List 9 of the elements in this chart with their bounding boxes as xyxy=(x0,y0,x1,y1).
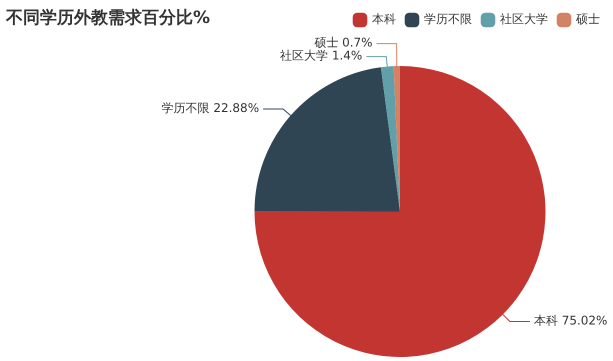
category-label: 社区大学 1.4% xyxy=(280,48,362,63)
legend-label: 本科 xyxy=(372,12,396,26)
category-label: 学历不限 22.88% xyxy=(162,101,260,116)
category-label: 本科 75.02% xyxy=(534,314,608,328)
text: 不同学历外教需求百分比% xyxy=(6,7,210,29)
legend-label: 硕士 xyxy=(575,12,600,26)
category-label: 硕士 0.7% xyxy=(314,36,373,50)
legend-label: 学历不限 xyxy=(424,12,472,26)
legend-label: 社区大学 xyxy=(500,12,548,26)
